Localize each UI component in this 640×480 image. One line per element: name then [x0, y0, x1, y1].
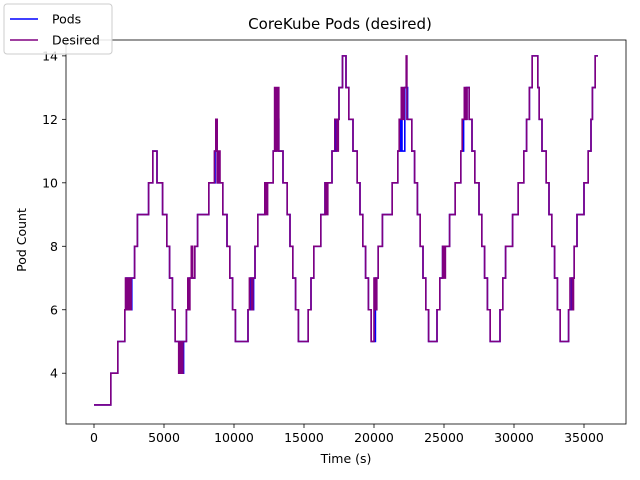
x-tick-label: 20000: [354, 430, 394, 445]
chart-title: CoreKube Pods (desired): [248, 15, 432, 33]
legend-label: Desired: [52, 33, 100, 48]
legend-label: Pods: [52, 12, 81, 27]
legend: Pods Desired: [3, 3, 113, 55]
x-tick-label: 35000: [564, 430, 604, 445]
y-tick-label: 6: [50, 302, 58, 317]
x-tick-label: 10000: [214, 430, 254, 445]
x-tick-label: 25000: [424, 430, 464, 445]
legend-box: [3, 3, 113, 55]
x-tick-label: 0: [90, 430, 98, 445]
y-tick-label: 8: [50, 239, 58, 254]
x-axis: 0 5000 10000 15000 20000 25000 30000 35000: [90, 424, 604, 445]
plot-frame: [65, 39, 627, 425]
series-layer: [94, 55, 598, 406]
x-axis-label: Time (s): [320, 451, 372, 466]
y-tick-label: 12: [42, 112, 58, 127]
x-tick-label: 5000: [148, 430, 180, 445]
plot-area: [65, 39, 627, 425]
y-axis-label: Pod Count: [14, 208, 29, 272]
y-tick-label: 4: [50, 366, 58, 381]
y-tick-label: 10: [42, 175, 58, 190]
x-tick-label: 15000: [284, 430, 324, 445]
series-line-pods: [94, 55, 598, 406]
series-line-desired: [94, 55, 598, 406]
x-tick-label: 30000: [494, 430, 534, 445]
